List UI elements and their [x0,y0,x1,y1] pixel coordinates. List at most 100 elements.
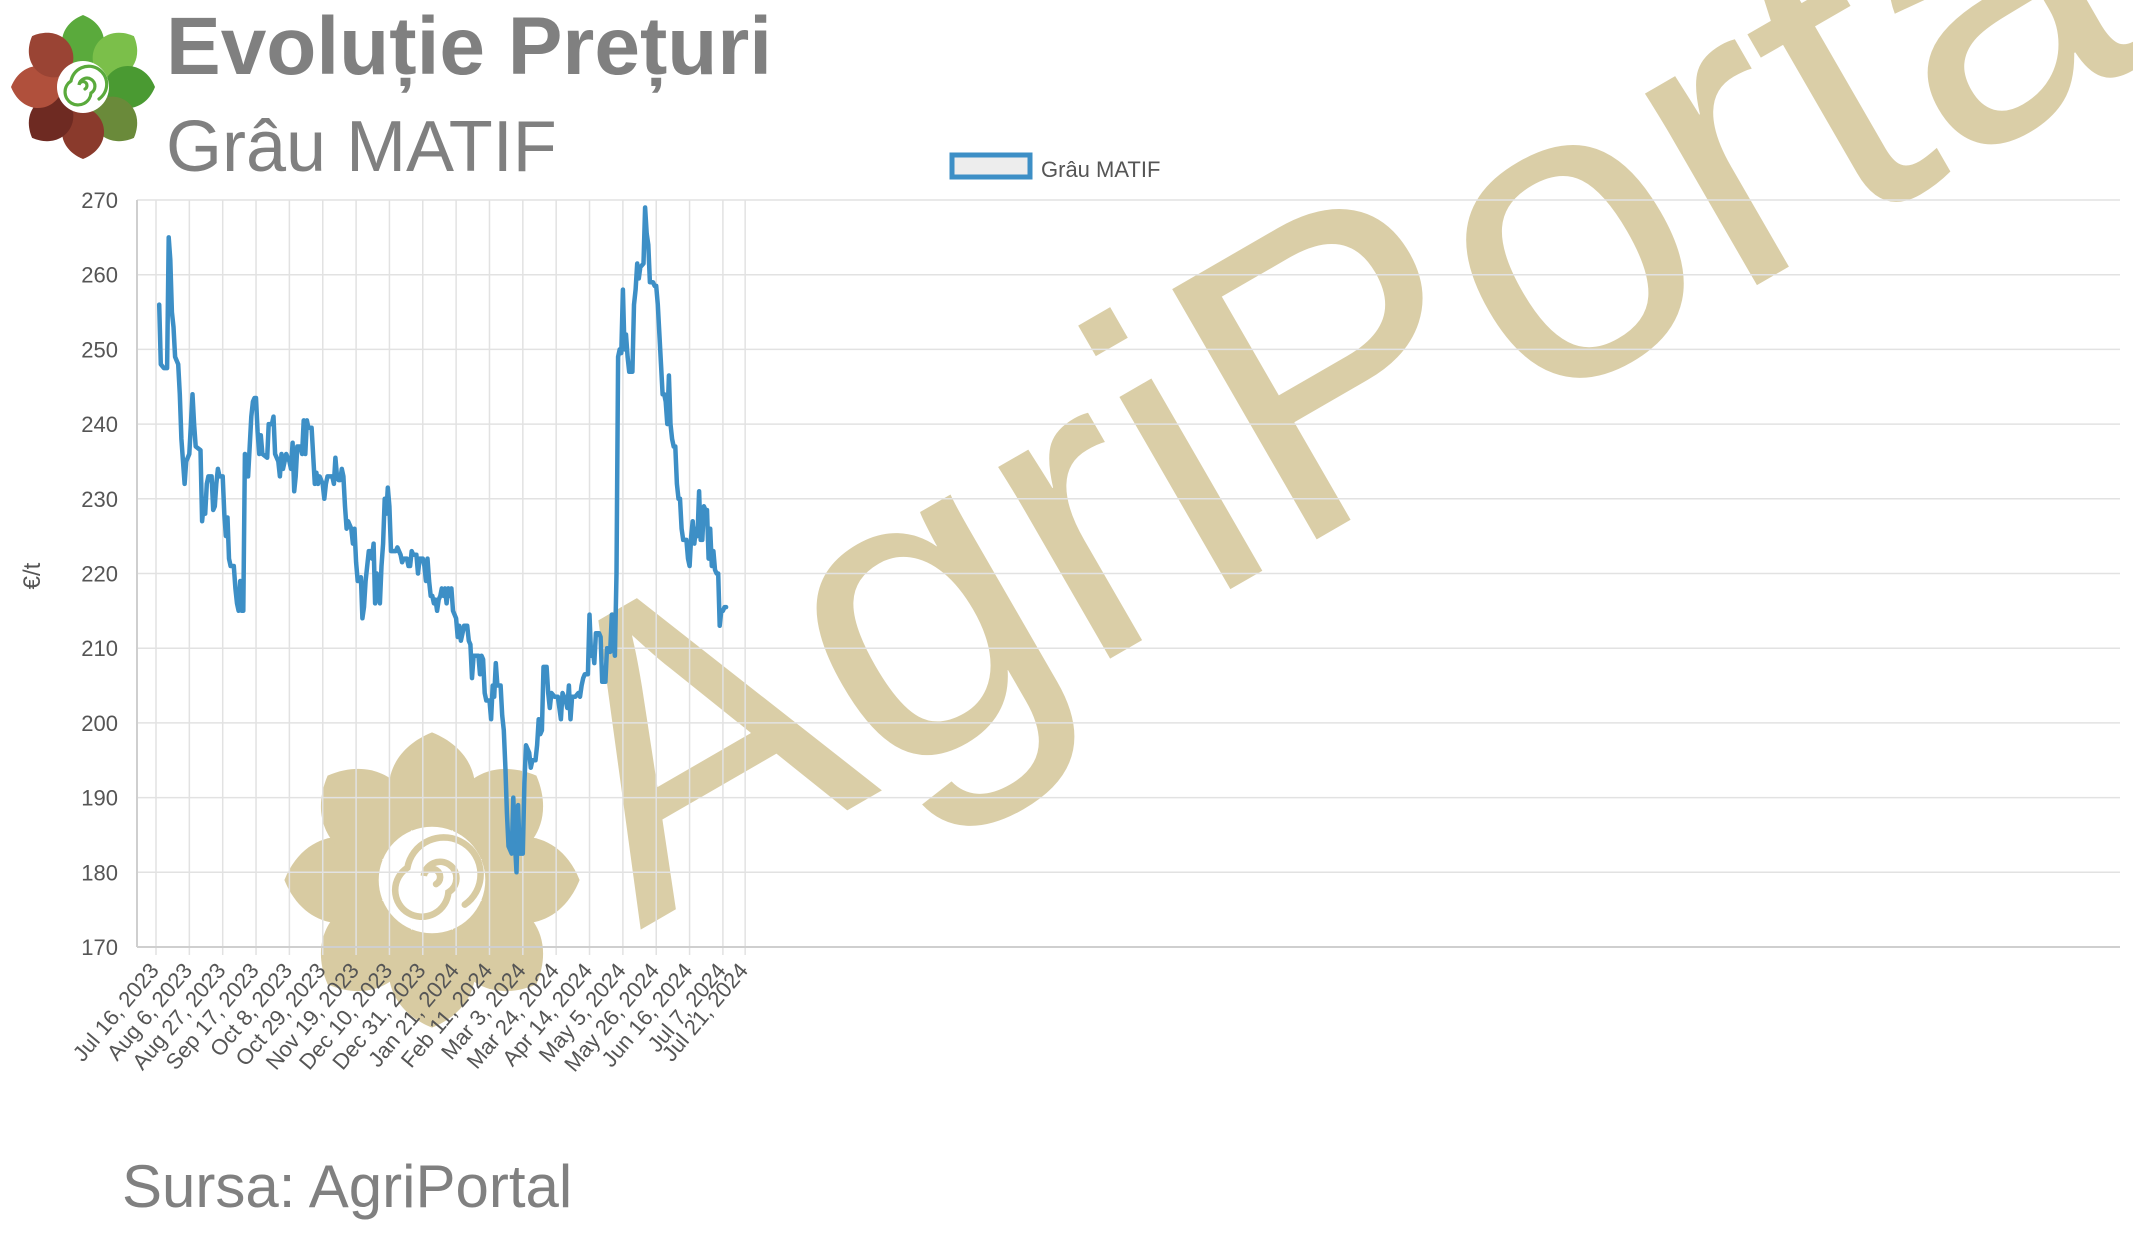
data-point [710,564,713,568]
data-point [467,639,470,642]
data-point [364,579,367,583]
data-point [718,624,721,627]
data-point [523,781,526,784]
data-point [478,673,482,676]
data-point [717,572,720,575]
data-point [539,732,542,736]
data-point [285,452,288,456]
y-axis-ticks: 270 260 250 240 230 220 210 200 190 180 170 [81,188,118,960]
data-point [637,277,640,280]
data-point [421,557,424,560]
data-point [288,460,291,463]
data-point [412,553,415,556]
data-point [192,422,196,426]
data-point [709,527,712,530]
data-point [299,445,302,448]
data-point [618,348,621,351]
data-point [167,236,170,239]
data-point [705,508,709,512]
data-point [609,650,612,654]
data-point [439,594,442,598]
data-point [250,415,253,418]
data-point [664,400,667,403]
data-point [658,333,661,336]
data-point [316,482,320,486]
data-point [604,680,607,683]
data-point [331,475,334,478]
data-point [173,355,177,359]
data-point [394,549,397,553]
data-point [675,482,679,486]
data-point [202,505,205,508]
data-point [505,811,509,814]
y-tick-label: 200 [81,711,118,736]
data-point [636,262,639,265]
data-point [200,520,204,523]
data-point [358,579,361,583]
page-subtitle: Grâu MATIF [166,107,557,187]
data-point [574,695,577,698]
data-point [224,534,228,538]
data-point [518,852,521,855]
data-point [655,284,658,288]
data-point [435,609,439,612]
data-point [678,497,682,500]
data-point [350,527,353,530]
data-point [686,557,690,560]
data-point [385,512,388,515]
data-point [485,699,488,702]
data-point [373,602,377,605]
data-point [669,422,672,426]
data-point [194,445,197,448]
data-point [634,288,637,291]
data-point [254,396,258,400]
data-point [701,538,704,542]
data-point [624,333,628,336]
data-point [615,572,618,575]
data-point [256,430,259,433]
data-point [229,564,232,568]
data-point [278,475,282,478]
data-point [632,303,636,306]
y-tick-label: 230 [81,487,118,512]
data-point [591,647,594,650]
data-point [204,512,207,515]
y-tick-label: 190 [81,786,118,811]
data-point [273,452,277,456]
data-point [447,587,450,590]
y-tick-label: 240 [81,412,118,437]
data-point [516,803,520,807]
data-point [712,549,715,553]
y-tick-label: 250 [81,337,118,362]
data-point [369,549,372,553]
data-point [559,718,563,721]
data-point [707,557,710,560]
data-point [512,796,515,799]
y-tick-label: 260 [81,263,118,288]
data-point [293,490,296,493]
data-point [564,699,567,702]
data-point [291,441,294,444]
data-point [158,303,161,306]
data-point [558,706,561,710]
data-point [242,609,245,612]
data-point [377,594,380,598]
data-point [448,594,451,598]
data-point [537,718,540,721]
data-point [493,695,496,698]
data-point [470,676,474,680]
data-point [620,351,623,355]
data-point [621,288,625,291]
data-point [205,482,208,486]
data-point [207,475,210,478]
data-point [721,609,725,612]
data-point [477,654,480,657]
data-point [656,303,659,306]
data-point [693,542,696,545]
y-tick-label: 270 [81,188,118,213]
data-point [548,706,551,710]
data-point [415,553,418,556]
data-point [674,445,677,448]
data-point [378,602,382,605]
